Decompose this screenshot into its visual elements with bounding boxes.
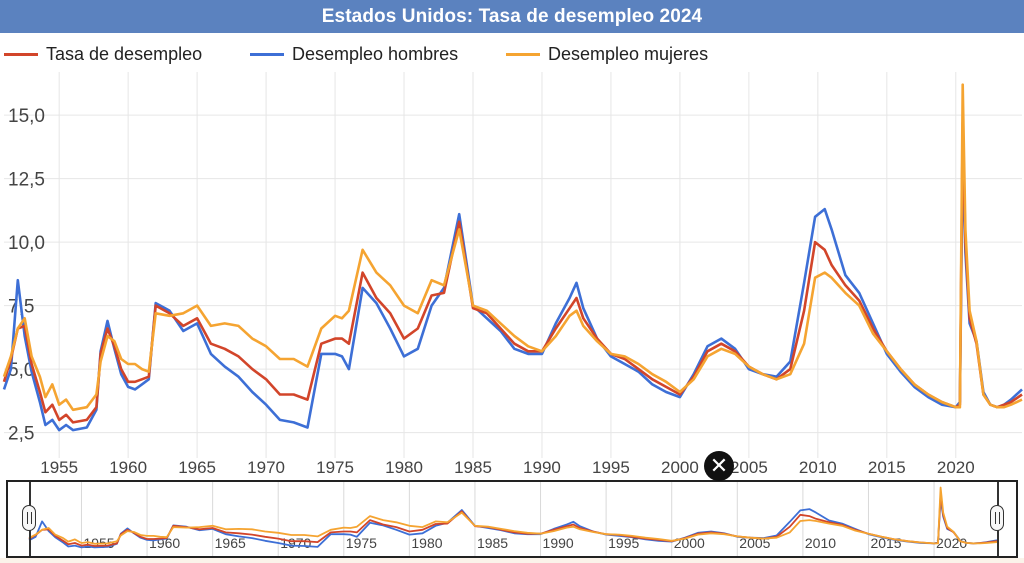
- x-tick-label: 1955: [40, 458, 78, 477]
- x-tick-label: 1990: [523, 458, 561, 477]
- bottom-strip: [0, 558, 1024, 563]
- legend-item-total[interactable]: Tasa de desempleo: [4, 44, 202, 65]
- x-tick-label: 1975: [316, 458, 354, 477]
- navigator-tick-label: 1965: [215, 535, 246, 551]
- navigator-handle-left[interactable]: [22, 505, 36, 531]
- close-icon[interactable]: ✕: [704, 451, 734, 481]
- x-tick-label: 1965: [178, 458, 216, 477]
- navigator-series-women: [28, 486, 998, 545]
- navigator-tick-label: 1985: [477, 535, 508, 551]
- navigator-tick-label: 2020: [936, 535, 967, 551]
- x-tick-label: 2005: [730, 458, 768, 477]
- legend-label-men: Desempleo hombres: [292, 44, 459, 64]
- legend-swatch-men: [250, 53, 284, 56]
- navigator-tick-label: 1970: [280, 535, 311, 551]
- navigator-tick-label: 1975: [346, 535, 377, 551]
- chart-legend: Tasa de desempleo Desempleo hombres Dese…: [0, 40, 1024, 72]
- x-tick-label: 1980: [385, 458, 423, 477]
- x-tick-label: 2020: [937, 458, 975, 477]
- legend-swatch-total: [4, 53, 38, 56]
- navigator-tick-label: 1995: [608, 535, 639, 551]
- navigator-tick-label: 2010: [805, 535, 836, 551]
- series-line-total[interactable]: [2, 121, 1023, 424]
- y-tick-label: 12,5: [8, 170, 45, 191]
- chart-title: Estados Unidos: Tasa de desempleo 2024: [0, 0, 1024, 33]
- y-tick-label: 2,5: [8, 424, 34, 445]
- x-tick-label: 2010: [799, 458, 837, 477]
- navigator-handle-right[interactable]: [990, 505, 1004, 531]
- navigator-chart[interactable]: 1955 1960 1965 1970 1975 1980 1985 1990 1995 2000…: [0, 480, 1024, 560]
- navigator-tick-label: 1990: [543, 535, 574, 551]
- legend-label-women: Desempleo mujeres: [548, 44, 709, 64]
- y-tick-label: 5,0: [8, 360, 34, 381]
- series-line-women[interactable]: [2, 83, 1023, 412]
- navigator-tick-label: 1980: [411, 535, 442, 551]
- x-tick-label: 1960: [109, 458, 147, 477]
- x-tick-label: 2015: [868, 458, 906, 477]
- x-tick-label: 1995: [592, 458, 630, 477]
- legend-item-women[interactable]: Desempleo mujeres: [506, 44, 708, 65]
- y-tick-label: 15,0: [8, 106, 45, 127]
- legend-swatch-women: [506, 53, 540, 56]
- y-tick-label: 10,0: [8, 233, 45, 254]
- series-line-men[interactable]: [2, 152, 1023, 432]
- legend-label-total: Tasa de desempleo: [46, 44, 203, 64]
- x-tick-label: 1985: [454, 458, 492, 477]
- x-tick-label: 1970: [247, 458, 285, 477]
- x-tick-label: 2000: [661, 458, 699, 477]
- legend-item-men[interactable]: Desempleo hombres: [250, 44, 458, 65]
